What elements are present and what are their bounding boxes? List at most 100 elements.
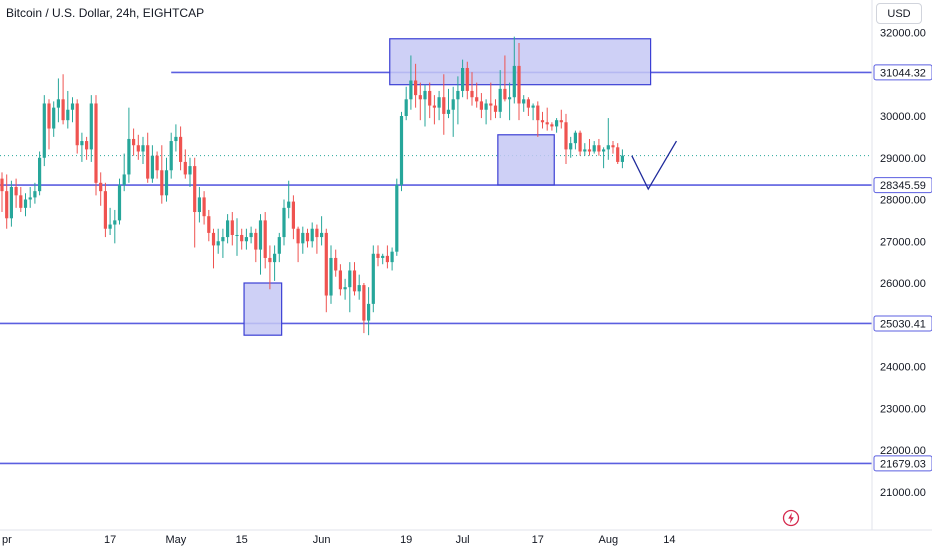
candle-body [587,149,592,152]
candle-body [526,99,530,108]
y-tick-label: 26000.00 [880,278,926,290]
candle-body [493,105,498,112]
chart-title: Bitcoin / U.S. Dollar, 24h, EIGHTCAP [6,6,205,20]
candle-body [592,145,596,152]
candle-body [80,141,84,146]
candle-body [484,103,488,110]
candle-body [324,232,328,296]
x-tick-label: Aug [599,534,619,546]
candle-body [475,97,479,102]
x-tick-label: May [166,534,187,546]
y-tick-label: 24000.00 [880,362,926,374]
level-price-label: 25030.41 [880,318,926,330]
y-tick-label: 21000.00 [880,487,926,499]
candle-body [70,103,75,110]
candle-body [414,80,418,96]
candle-body [305,232,310,242]
candle-body [94,103,98,183]
candle-body [47,103,51,129]
x-tick-label: 19 [400,534,412,546]
candle-body [385,255,389,263]
candle-body [197,197,201,213]
candle-body [446,109,451,114]
candle-body [188,166,192,175]
candle-body [498,88,502,112]
candle-body [423,90,427,100]
candle-body [277,237,281,254]
x-tick-label: Jul [456,534,470,546]
candle-body [240,234,244,242]
candle-body [522,99,526,104]
zones-layer [243,38,652,336]
candle-body [150,155,154,179]
x-tick-label: Jun [313,534,331,546]
candle-body [399,116,404,185]
candle-body [38,157,42,192]
candle-body [461,67,465,91]
candle-body [202,197,206,217]
level-price-badge [873,315,932,332]
candle-body [310,228,314,242]
candle-body [465,67,469,91]
projection-path [631,140,678,191]
candle-body [597,145,601,152]
candle-body [113,220,117,225]
candle-body [33,191,37,198]
candle-body [367,303,371,321]
candle-body [89,103,93,150]
candle-body [456,90,460,100]
candle-body [555,120,559,127]
currency-button[interactable]: USD [876,3,922,24]
candle-body [216,241,220,246]
candle-body [221,237,225,242]
candle-body [211,232,216,246]
candle-body [517,65,521,104]
candle-body [85,141,89,150]
zone-rectangle [243,282,283,336]
candle-body [282,207,286,238]
candle-body [42,103,46,158]
candle-body [179,136,183,162]
candle-body [127,138,131,175]
candle-body [611,145,615,148]
candle-body [5,191,9,219]
candle-body [301,232,305,244]
zone-rectangle [497,134,555,186]
candle-body [0,178,4,192]
candle-body [52,107,56,129]
candle-body [390,251,394,263]
candle-body [99,182,103,192]
candle-body [489,103,493,106]
candle-body [451,99,455,110]
candle-body [573,132,577,144]
candle-body [155,155,159,171]
candle-body [395,184,399,252]
candle-body [343,287,347,290]
candle-body [9,186,13,219]
candle-body [550,124,554,127]
y-tick-label: 23000.00 [880,403,926,415]
y-tick-label: 29000.00 [880,153,926,165]
candle-body [226,220,230,238]
candle-body [432,105,436,108]
candle-body [183,161,187,175]
candle-body [606,145,610,150]
candle-body [578,132,582,152]
candle-body [249,232,253,238]
x-tick-label: 17 [104,534,116,546]
candle-body [620,155,624,162]
candle-body [132,138,136,146]
candle-body [442,97,446,114]
level-price-label: 21679.03 [880,458,926,470]
candle-body [66,109,70,121]
candle-body [28,197,32,200]
candle-body [352,270,357,292]
lightning-icon[interactable] [782,509,800,527]
y-tick-label: 27000.00 [880,236,926,248]
candle-body [602,149,606,152]
candle-body [338,270,342,290]
x-tick-label: pr [2,534,12,546]
candle-body [14,186,18,196]
